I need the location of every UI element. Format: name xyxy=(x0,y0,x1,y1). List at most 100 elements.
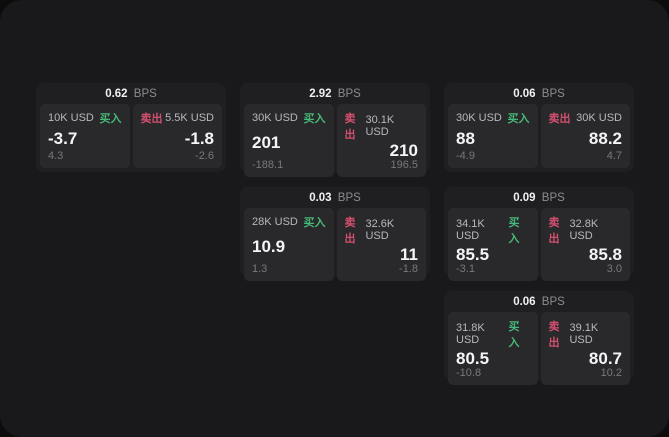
sell-delta: 4.7 xyxy=(606,150,622,162)
sell-panel-header: 卖出 5.5K USD xyxy=(141,110,215,126)
bps-unit-label: BPS xyxy=(541,296,565,308)
sell-quote-panel[interactable]: 卖出 32.8K USD 85.8 3.0 xyxy=(540,208,630,281)
sell-side-label: 卖出 xyxy=(548,321,560,349)
sell-price: 11 xyxy=(400,245,418,264)
sell-side-label: 卖出 xyxy=(344,113,356,141)
quote-panels: 30K USD 买入 88 -4.9 卖出 30K USD 88.2 4.7 xyxy=(448,104,630,168)
bps-header: 2.92 BPS xyxy=(244,83,426,104)
bps-value: 0.06 xyxy=(513,296,536,308)
bps-unit-label: BPS xyxy=(337,192,361,204)
buy-panel-header: 30K USD 买入 xyxy=(252,110,326,126)
buy-quote-panel[interactable]: 34.1K USD 买入 85.5 -3.1 xyxy=(448,208,538,281)
buy-side-label: 买入 xyxy=(507,113,530,125)
quote-card: 0.06 BPS 30K USD 买入 88 -4.9 卖出 30K USD 8… xyxy=(444,83,634,172)
sell-quote-panel[interactable]: 卖出 39.1K USD 80.7 10.2 xyxy=(540,312,630,385)
bps-header: 0.09 BPS xyxy=(448,187,630,208)
buy-side-label: 买入 xyxy=(99,113,122,125)
bps-unit-label: BPS xyxy=(337,88,361,100)
sell-price: 210 xyxy=(389,141,418,160)
buy-amount: 34.1K USD xyxy=(456,218,485,242)
bps-value: 0.03 xyxy=(309,192,332,204)
buy-price: 201 xyxy=(252,133,281,152)
sell-quote-panel[interactable]: 卖出 30K USD 88.2 4.7 xyxy=(540,104,630,168)
quote-panels: 34.1K USD 买入 85.5 -3.1 卖出 32.8K USD 85.8… xyxy=(448,208,630,281)
sell-panel-header: 卖出 30K USD xyxy=(549,110,623,126)
buy-amount: 28K USD xyxy=(252,216,298,228)
bps-value: 0.62 xyxy=(105,88,128,100)
bps-value: 0.06 xyxy=(513,88,536,100)
sell-amount: 39.1K USD xyxy=(569,322,599,346)
sell-quote-panel[interactable]: 卖出 30.1K USD 210 196.5 xyxy=(336,104,426,177)
quote-panels: 31.8K USD 买入 80.5 -10.8 卖出 39.1K USD 80.… xyxy=(448,312,630,385)
buy-price: 10.9 xyxy=(252,237,286,256)
buy-price: 80.5 xyxy=(456,349,490,368)
buy-panel-header: 10K USD 买入 xyxy=(48,110,122,126)
buy-quote-panel[interactable]: 30K USD 买入 88 -4.9 xyxy=(448,104,538,168)
buy-quote-panel[interactable]: 10K USD 买入 -3.7 4.3 xyxy=(40,104,130,168)
buy-panel-header: 34.1K USD 买入 xyxy=(456,214,530,246)
buy-panel-header: 30K USD 买入 xyxy=(456,110,530,126)
sell-panel-header: 卖出 39.1K USD xyxy=(549,318,623,350)
quote-card: 0.62 BPS 10K USD 买入 -3.7 4.3 卖出 5.5K USD… xyxy=(36,83,226,172)
buy-delta: -3.1 xyxy=(456,263,475,275)
bps-header: 0.62 BPS xyxy=(40,83,222,104)
quote-card: 2.92 BPS 30K USD 买入 201 -188.1 卖出 30.1K … xyxy=(240,83,430,177)
sell-price: 80.7 xyxy=(588,349,622,368)
sell-price: -1.8 xyxy=(184,128,214,148)
buy-price: 88 xyxy=(456,128,475,148)
buy-panel-header: 31.8K USD 买入 xyxy=(456,318,530,350)
sell-quote-panel[interactable]: 卖出 32.6K USD 11 -1.8 xyxy=(336,208,426,281)
quote-card: 0.03 BPS 28K USD 买入 10.9 1.3 卖出 32.6K US… xyxy=(240,187,430,281)
sell-panel-header: 卖出 30.1K USD xyxy=(345,110,419,142)
sell-delta: 196.5 xyxy=(390,159,418,171)
quote-card: 0.06 BPS 31.8K USD 买入 80.5 -10.8 卖出 39.1… xyxy=(444,291,634,385)
sell-side-label: 卖出 xyxy=(548,217,560,245)
buy-amount: 30K USD xyxy=(456,112,502,124)
sell-side-label: 卖出 xyxy=(344,217,356,245)
sell-amount: 32.8K USD xyxy=(569,218,599,242)
sell-quote-panel[interactable]: 卖出 5.5K USD -1.8 -2.6 xyxy=(132,104,222,168)
sell-price: 85.8 xyxy=(588,245,622,264)
sell-amount: 30.1K USD xyxy=(365,114,395,138)
bps-unit-label: BPS xyxy=(541,88,565,100)
bps-header: 0.06 BPS xyxy=(448,83,630,104)
sell-delta: -1.8 xyxy=(399,263,418,275)
buy-price: -3.7 xyxy=(48,128,78,148)
bps-header: 0.06 BPS xyxy=(448,291,630,312)
sell-price: 88.2 xyxy=(588,128,622,148)
sell-delta: 3.0 xyxy=(606,263,622,275)
buy-quote-panel[interactable]: 30K USD 买入 201 -188.1 xyxy=(244,104,334,177)
bps-value: 0.09 xyxy=(513,192,536,204)
buy-quote-panel[interactable]: 28K USD 买入 10.9 1.3 xyxy=(244,208,334,281)
buy-amount: 10K USD xyxy=(48,112,94,124)
sell-amount: 5.5K USD xyxy=(165,112,214,124)
buy-delta: -10.8 xyxy=(456,367,482,379)
buy-delta: 4.3 xyxy=(48,150,64,162)
buy-side-label: 买入 xyxy=(303,113,326,125)
sell-amount: 32.6K USD xyxy=(365,218,395,242)
buy-side-label: 买入 xyxy=(508,217,520,245)
buy-delta: -188.1 xyxy=(252,159,284,171)
buy-delta: -4.9 xyxy=(456,150,475,162)
buy-panel-header: 28K USD 买入 xyxy=(252,214,326,230)
sell-amount: 30K USD xyxy=(576,112,622,124)
buy-quote-panel[interactable]: 31.8K USD 买入 80.5 -10.8 xyxy=(448,312,538,385)
buy-delta: 1.3 xyxy=(252,263,268,275)
quote-panels: 28K USD 买入 10.9 1.3 卖出 32.6K USD 11 -1.8 xyxy=(244,208,426,281)
bps-header: 0.03 BPS xyxy=(244,187,426,208)
sell-side-label: 卖出 xyxy=(140,113,163,125)
sell-side-label: 卖出 xyxy=(548,113,571,125)
bps-unit-label: BPS xyxy=(133,88,157,100)
sell-panel-header: 卖出 32.8K USD xyxy=(549,214,623,246)
sell-delta: -2.6 xyxy=(195,150,214,162)
buy-price: 85.5 xyxy=(456,245,490,264)
quote-panels: 10K USD 买入 -3.7 4.3 卖出 5.5K USD -1.8 -2.… xyxy=(40,104,222,168)
quote-panels: 30K USD 买入 201 -188.1 卖出 30.1K USD 210 1… xyxy=(244,104,426,177)
quote-cards-grid: 0.62 BPS 10K USD 买入 -3.7 4.3 卖出 5.5K USD… xyxy=(36,83,634,385)
sell-panel-header: 卖出 32.6K USD xyxy=(345,214,419,246)
quote-card: 0.09 BPS 34.1K USD 买入 85.5 -3.1 卖出 32.8K… xyxy=(444,187,634,281)
buy-amount: 30K USD xyxy=(252,112,298,124)
buy-amount: 31.8K USD xyxy=(456,322,485,346)
bps-unit-label: BPS xyxy=(541,192,565,204)
